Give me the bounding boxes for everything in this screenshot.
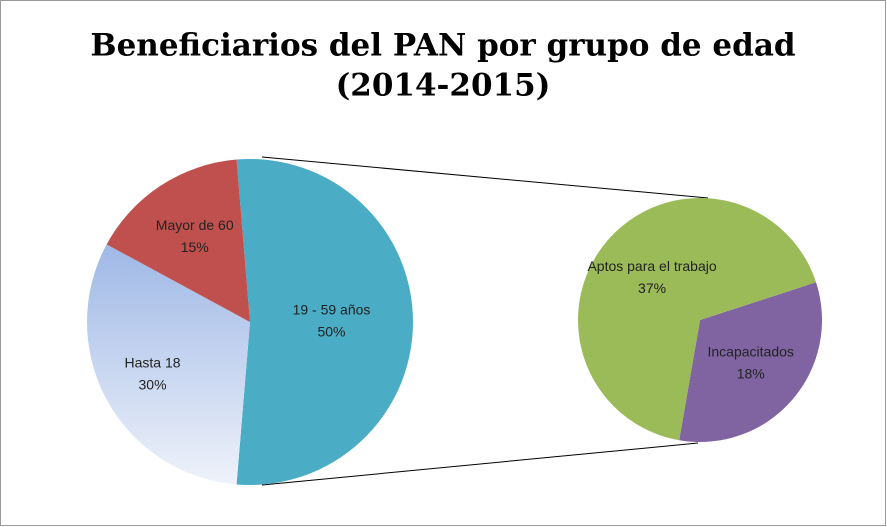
pie-slice bbox=[236, 158, 414, 485]
chart-subtitle: (2014-2015) bbox=[336, 68, 551, 104]
slice-label: Aptos para el trabajo bbox=[587, 258, 716, 274]
pie-slice bbox=[86, 244, 250, 485]
slice-label: 19 - 59 años bbox=[293, 302, 371, 318]
slice-label: Hasta 18 bbox=[124, 354, 180, 370]
connector-line bbox=[261, 442, 699, 486]
connector-line bbox=[261, 156, 709, 199]
pie-slice bbox=[679, 282, 822, 442]
slice-value-label: 18% bbox=[737, 366, 765, 382]
slice-value-label: 30% bbox=[139, 376, 167, 392]
slice-label: Mayor de 60 bbox=[156, 217, 234, 233]
slice-value-label: 15% bbox=[181, 239, 209, 255]
pie-slice bbox=[106, 159, 250, 322]
pie-slice bbox=[577, 197, 817, 441]
slice-value-label: 50% bbox=[317, 324, 345, 340]
chart-title: Beneficiarios del PAN por grupo de edad bbox=[90, 28, 795, 64]
slice-label: Incapacitados bbox=[708, 344, 794, 360]
slice-value-label: 37% bbox=[638, 280, 666, 296]
